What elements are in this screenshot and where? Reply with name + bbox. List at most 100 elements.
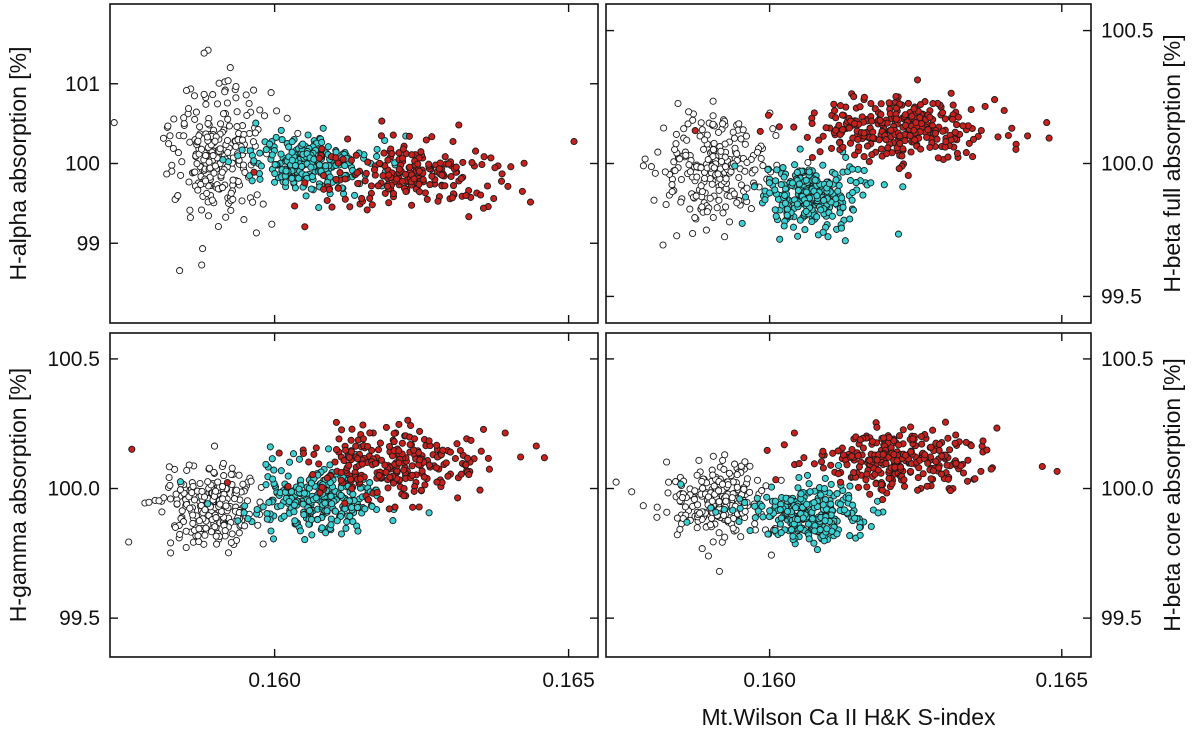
point-high-activity bbox=[854, 483, 863, 491]
point-high-activity bbox=[817, 458, 826, 466]
point-low-activity bbox=[171, 523, 179, 531]
point-medium-activity bbox=[331, 507, 339, 515]
point-medium-activity bbox=[813, 546, 821, 554]
point-medium-activity bbox=[780, 173, 788, 181]
point-medium-activity bbox=[802, 188, 811, 196]
point-medium-activity bbox=[794, 232, 802, 240]
point-medium-activity bbox=[288, 174, 296, 182]
point-low-activity bbox=[198, 261, 206, 269]
point-high-activity bbox=[895, 432, 904, 440]
point-high-activity bbox=[862, 476, 870, 484]
point-low-activity bbox=[685, 161, 693, 169]
y-axis-label: H-beta core absorption [%] bbox=[1159, 358, 1185, 632]
point-low-activity bbox=[715, 567, 723, 575]
point-high-activity bbox=[946, 446, 954, 454]
point-low-activity bbox=[670, 158, 678, 166]
point-medium-activity bbox=[291, 517, 299, 525]
point-medium-activity bbox=[729, 506, 737, 514]
point-low-activity bbox=[221, 88, 229, 96]
point-high-activity bbox=[367, 182, 375, 190]
point-high-activity bbox=[315, 460, 323, 468]
point-high-activity bbox=[935, 464, 943, 472]
point-medium-activity bbox=[295, 485, 303, 493]
point-medium-activity bbox=[253, 505, 261, 514]
point-medium-activity bbox=[773, 166, 781, 174]
point-high-activity bbox=[815, 136, 823, 144]
point-medium-activity bbox=[808, 515, 817, 523]
point-low-activity bbox=[210, 169, 218, 177]
point-low-activity bbox=[203, 133, 211, 141]
point-medium-activity bbox=[751, 514, 759, 522]
point-medium-activity bbox=[805, 480, 813, 488]
point-medium-activity bbox=[753, 494, 761, 502]
point-medium-activity bbox=[240, 509, 248, 517]
point-low-activity bbox=[698, 477, 706, 485]
point-high-activity bbox=[354, 455, 362, 463]
point-medium-activity bbox=[720, 505, 728, 514]
point-high-activity bbox=[375, 159, 384, 167]
point-high-activity bbox=[977, 467, 985, 475]
point-medium-activity bbox=[346, 512, 354, 520]
point-low-activity bbox=[685, 108, 693, 116]
point-low-activity bbox=[202, 524, 210, 532]
point-high-activity bbox=[444, 472, 452, 480]
point-high-activity bbox=[832, 126, 840, 134]
point-medium-activity bbox=[314, 516, 322, 524]
point-high-activity bbox=[910, 126, 918, 134]
point-low-activity bbox=[227, 206, 235, 214]
point-medium-activity bbox=[803, 471, 812, 479]
point-high-activity bbox=[919, 470, 927, 478]
point-low-activity bbox=[612, 478, 620, 486]
point-medium-activity bbox=[425, 509, 433, 517]
point-medium-activity bbox=[327, 515, 335, 523]
point-high-activity bbox=[356, 475, 364, 483]
point-high-activity bbox=[347, 436, 355, 444]
point-high-activity bbox=[869, 134, 877, 142]
point-low-activity bbox=[731, 460, 739, 468]
point-high-activity bbox=[763, 446, 771, 454]
point-low-activity bbox=[268, 220, 276, 228]
point-medium-activity bbox=[810, 499, 818, 507]
point-high-activity bbox=[425, 160, 433, 168]
point-low-activity bbox=[249, 198, 257, 206]
point-medium-activity bbox=[284, 472, 292, 480]
point-high-activity bbox=[409, 503, 417, 511]
point-high-activity bbox=[352, 151, 360, 159]
point-high-activity bbox=[848, 452, 856, 460]
point-high-activity bbox=[790, 123, 798, 131]
point-high-activity bbox=[939, 109, 947, 117]
point-high-activity bbox=[402, 187, 410, 196]
point-low-activity bbox=[174, 192, 182, 200]
panel-top-left: 99 100 101 H-alpha absorption [%] bbox=[5, 3, 599, 324]
point-medium-activity bbox=[813, 213, 821, 221]
point-high-activity bbox=[1053, 467, 1061, 475]
point-low-activity bbox=[189, 519, 197, 527]
point-high-activity bbox=[931, 129, 940, 137]
panel-bottom-left: 99.5 100.0 100.5 0.160 0.165 H-gamma absorpti… bbox=[5, 332, 599, 692]
point-medium-activity bbox=[318, 138, 326, 146]
point-medium-activity bbox=[842, 153, 850, 161]
point-high-activity bbox=[358, 460, 366, 468]
point-high-activity bbox=[223, 478, 231, 487]
point-high-activity bbox=[845, 124, 853, 132]
point-high-activity bbox=[364, 442, 372, 451]
point-low-activity bbox=[170, 115, 178, 123]
point-low-activity bbox=[232, 82, 240, 91]
point-high-activity bbox=[518, 187, 526, 195]
point-medium-activity bbox=[859, 191, 867, 199]
point-low-activity bbox=[182, 86, 191, 95]
point-medium-activity bbox=[307, 479, 315, 487]
point-low-activity bbox=[693, 524, 701, 532]
point-low-activity bbox=[767, 551, 775, 559]
point-high-activity bbox=[977, 126, 985, 135]
point-medium-activity bbox=[234, 152, 242, 160]
point-high-activity bbox=[910, 105, 918, 113]
point-medium-activity bbox=[828, 212, 836, 220]
point-high-activity bbox=[875, 136, 883, 144]
point-medium-activity bbox=[248, 177, 256, 185]
point-medium-activity bbox=[252, 119, 260, 127]
point-high-activity bbox=[414, 160, 422, 168]
point-high-activity bbox=[834, 447, 842, 455]
point-low-activity bbox=[200, 49, 208, 57]
point-low-activity bbox=[721, 233, 729, 241]
